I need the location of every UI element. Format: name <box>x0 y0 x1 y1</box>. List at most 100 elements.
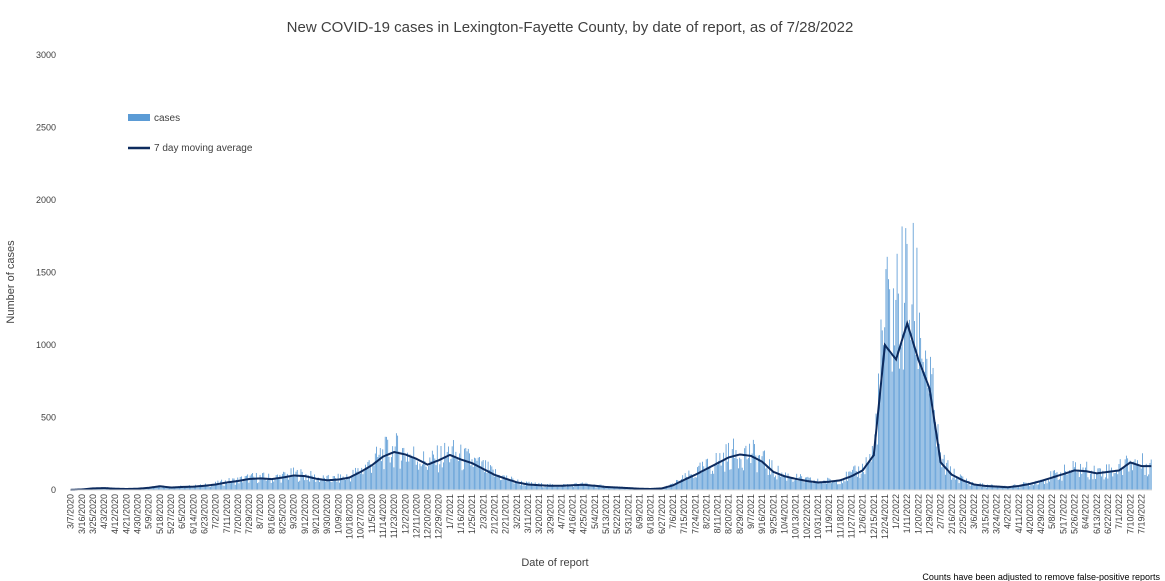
cases-bar <box>450 458 452 490</box>
cases-bar <box>200 484 201 490</box>
cases-bar <box>983 485 985 490</box>
cases-bar <box>409 454 411 490</box>
cases-bar <box>1118 464 1120 490</box>
cases-bar <box>528 481 530 490</box>
cases-bar <box>1034 482 1036 490</box>
cases-bar <box>719 453 721 490</box>
cases-bar <box>352 469 354 490</box>
cases-bar <box>213 484 215 490</box>
cases-bar <box>917 369 919 490</box>
cases-bar <box>942 458 944 490</box>
cases-bar <box>1041 480 1043 490</box>
cases-bar <box>311 475 313 490</box>
y-axis-ticks: 0 500 1000 1500 2000 2500 3000 <box>36 50 56 495</box>
cases-bar <box>469 453 470 490</box>
cases-bar <box>340 474 342 490</box>
cases-bar <box>988 485 990 490</box>
cases-bar <box>293 467 294 490</box>
cases-bar <box>329 480 330 490</box>
cases-bar <box>444 442 446 490</box>
cases-bar <box>374 453 376 490</box>
cases-bar <box>151 486 153 490</box>
cases-bar <box>683 479 685 490</box>
cases-bar <box>309 481 311 490</box>
x-tick-label: 8/29/2021 <box>735 494 745 534</box>
cases-bar <box>1031 484 1033 490</box>
cases-bar <box>723 452 725 490</box>
cases-bar <box>807 476 809 490</box>
cases-bar <box>824 480 826 490</box>
cases-bar <box>104 488 106 490</box>
x-tick-label: 3/24/2022 <box>991 494 1001 534</box>
cases-bar <box>144 488 146 490</box>
cases-bar <box>873 452 874 490</box>
x-tick-label: 3/16/2020 <box>77 494 87 534</box>
cases-bar <box>601 485 603 490</box>
cases-bar <box>538 482 540 490</box>
cases-bar <box>283 471 285 490</box>
cases-bar <box>733 438 734 490</box>
x-tick-label: 1/20/2022 <box>913 494 923 534</box>
y-tick-label: 3000 <box>36 50 56 60</box>
cases-bar <box>278 477 280 490</box>
cases-bar <box>947 460 949 490</box>
cases-bar <box>410 455 412 490</box>
cases-bar <box>511 476 513 490</box>
cases-bar <box>878 373 879 490</box>
cases-bar <box>849 471 851 490</box>
cases-bar <box>897 293 899 490</box>
cases-bar <box>459 453 461 490</box>
cases-bar <box>700 472 702 490</box>
cases-bar <box>327 474 329 490</box>
x-tick-label: 4/11/2022 <box>1014 494 1024 533</box>
cases-bar <box>838 484 840 490</box>
cases-bar <box>350 481 351 490</box>
cases-bar <box>703 466 705 490</box>
x-tick-label: 6/5/2020 <box>177 494 187 529</box>
cases-bar <box>286 473 288 490</box>
cases-bar <box>405 461 407 490</box>
cases-bar <box>295 471 297 490</box>
x-tick-label: 7/1/2022 <box>1114 494 1124 529</box>
cases-bar <box>495 469 496 490</box>
cases-bar <box>341 479 343 490</box>
cases-bar <box>1070 472 1072 490</box>
cases-bar <box>605 487 607 490</box>
cases-bar <box>143 488 144 490</box>
cases-bar <box>995 486 997 490</box>
cases-bar <box>910 339 912 490</box>
cases-bar <box>1113 473 1115 490</box>
cases-bar <box>533 485 535 490</box>
cases-bar <box>224 480 226 490</box>
cases-bar <box>539 485 541 490</box>
cases-bar <box>765 468 767 490</box>
x-tick-label: 5/27/2020 <box>166 494 176 534</box>
cases-bar <box>679 480 681 490</box>
cases-bar <box>521 480 522 490</box>
cases-bar <box>870 461 872 490</box>
cases-bar <box>891 371 893 490</box>
x-tick-label: 8/11/2021 <box>713 494 723 533</box>
cases-bar <box>583 485 584 490</box>
cases-bar <box>932 367 934 490</box>
footnote: Counts have been adjusted to remove fals… <box>922 572 1160 581</box>
cases-bar <box>237 477 239 490</box>
cases-bar <box>203 484 205 490</box>
cases-bar <box>563 484 565 490</box>
cases-bar <box>826 483 827 490</box>
cases-bar <box>906 243 908 490</box>
cases-bar <box>492 469 494 490</box>
cases-bar <box>223 485 225 490</box>
cases-bar <box>162 486 164 490</box>
cases-bar <box>756 472 758 490</box>
cases-bar <box>783 475 785 490</box>
cases-bar <box>290 468 292 490</box>
cases-bar <box>1081 473 1083 490</box>
cases-bar <box>387 439 389 490</box>
cases-bar <box>294 474 296 490</box>
cases-bar <box>864 474 866 490</box>
cases-bar <box>391 457 392 490</box>
cases-bar <box>465 447 467 490</box>
cases-bar <box>1000 485 1002 490</box>
cases-bar <box>874 434 876 490</box>
